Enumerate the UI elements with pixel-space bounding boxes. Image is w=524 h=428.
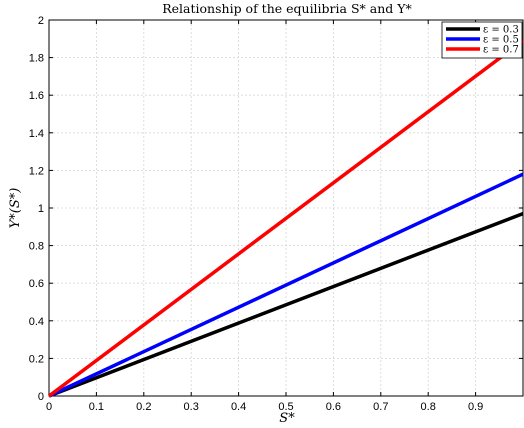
series-line [48,211,524,398]
x-tick-label: 0.1 [89,401,104,413]
legend-label: ε = 0.3 [483,25,519,36]
y-tick-label: 1.2 [29,165,44,177]
y-tick-label: 0 [38,391,44,403]
y-axis-label: Y*(S*) [8,188,23,229]
legend-label: ε = 0.5 [483,35,519,46]
y-tick-label: 2 [38,15,44,27]
y-tick-label: 0.8 [29,241,44,253]
chart-title: Relationship of the equilibria S* and Y* [162,1,412,16]
x-tick-label: 0.9 [468,401,483,413]
y-tick-label: 1.8 [29,53,44,65]
x-tick-label: 0.6 [326,401,341,413]
grid [49,20,523,396]
x-tick-label: 0.8 [421,401,436,413]
y-tick-label: 1.4 [29,128,44,140]
x-tick-label: 0.2 [136,401,151,413]
y-tick-label: 0.2 [29,353,44,365]
legend-label: ε = 0.7 [483,45,519,56]
y-tick-label: 1 [38,203,44,215]
y-tick-label: 1.6 [29,90,44,102]
series-line [47,39,524,398]
series-line [48,172,524,398]
axis-ticks: 0 0.1 0.2 0.3 0.4 0.5 0.6 0.7 0.8 0.9 0 0.2 0.4 0.6 0.… [29,15,523,413]
x-tick-label: 0.7 [373,401,388,413]
y-tick-label: 0.6 [29,278,44,290]
x-tick-label: 0.4 [231,401,246,413]
x-tick-label: 0.5 [278,401,293,413]
x-tick-label: 0 [46,401,52,413]
x-tick-label: 0.3 [184,401,199,413]
series-lines [47,39,524,398]
x-axis-label: S* [279,411,295,426]
y-tick-label: 0.4 [29,316,44,328]
legend: ε = 0.3ε = 0.5ε = 0.7 [441,21,523,59]
